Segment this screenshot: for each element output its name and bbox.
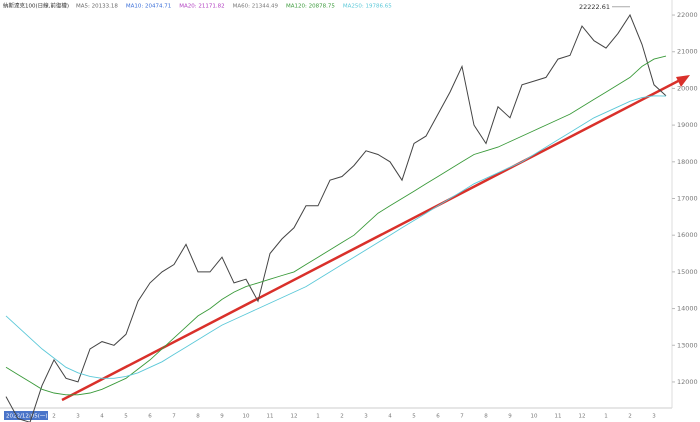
x-tick-label: 8 bbox=[484, 414, 488, 420]
x-tick-label: 3 bbox=[652, 414, 656, 420]
series-line bbox=[5, 55, 667, 396]
legend-entry: MA120: 20878.75 bbox=[286, 4, 335, 10]
x-tick-label: 6 bbox=[148, 414, 152, 420]
x-tick-label: 7 bbox=[460, 414, 464, 420]
legend-entry: MA10: 20474.71 bbox=[126, 4, 171, 10]
chart-title: 納斯達克100(日線,前復權) bbox=[3, 2, 69, 10]
x-tick-label: 5 bbox=[124, 414, 128, 420]
legend-entry: MA5: 20133.18 bbox=[76, 4, 118, 10]
x-tick-label: 2 bbox=[340, 414, 344, 420]
legend-entry: MA60: 21344.49 bbox=[233, 4, 279, 10]
x-tick-label: 2 bbox=[52, 414, 56, 420]
y-tick-label: 22000 bbox=[677, 11, 698, 19]
x-tick-label: 4 bbox=[388, 414, 392, 420]
x-tick-label: 6 bbox=[436, 414, 440, 420]
x-tick-label: 2022/12/05(一) bbox=[6, 414, 48, 420]
y-tick-label: 18000 bbox=[677, 158, 698, 166]
high-label: 22222.61 bbox=[579, 3, 610, 11]
x-tick-label: 1 bbox=[28, 414, 32, 420]
x-tick-label: 12 bbox=[579, 414, 586, 420]
y-tick-label: 12000 bbox=[677, 378, 698, 386]
y-tick-label: 21000 bbox=[677, 48, 698, 56]
series-line bbox=[5, 95, 667, 379]
x-tick-label: 7 bbox=[172, 414, 176, 420]
x-tick-label: 8 bbox=[196, 414, 200, 420]
y-tick-label: 17000 bbox=[677, 194, 698, 202]
x-tick-label: 9 bbox=[508, 414, 512, 420]
x-tick-label: 1 bbox=[316, 414, 320, 420]
series-line bbox=[5, 13, 667, 422]
y-tick-label: 15000 bbox=[677, 268, 698, 276]
x-tick-label: 12 bbox=[291, 414, 298, 420]
x-tick-label: 1 bbox=[604, 414, 608, 420]
x-tick-label: 10 bbox=[243, 414, 250, 420]
x-tick-label: 3 bbox=[76, 414, 80, 420]
trend-arrow bbox=[61, 76, 685, 402]
x-tick-label: 4 bbox=[100, 414, 104, 420]
legend-entry: MA250: 19786.65 bbox=[343, 4, 392, 10]
x-tick-label: 9 bbox=[220, 414, 224, 420]
date-badge bbox=[4, 411, 48, 420]
x-tick-label: 5 bbox=[412, 414, 416, 420]
x-tick-label: 11 bbox=[267, 414, 274, 420]
y-tick-label: 13000 bbox=[677, 341, 698, 349]
y-tick-label: 20000 bbox=[677, 84, 698, 92]
y-tick-label: 19000 bbox=[677, 121, 698, 129]
x-tick-label: 3 bbox=[364, 414, 368, 420]
y-tick-label: 14000 bbox=[677, 305, 698, 313]
trend-arrow-head bbox=[676, 75, 690, 87]
y-tick-label: 16000 bbox=[677, 231, 698, 239]
x-tick-label: 11 bbox=[555, 414, 562, 420]
x-tick-label: 10 bbox=[531, 414, 538, 420]
legend-entry: MA20: 21171.82 bbox=[179, 4, 224, 10]
x-tick-label: 2 bbox=[628, 414, 632, 420]
